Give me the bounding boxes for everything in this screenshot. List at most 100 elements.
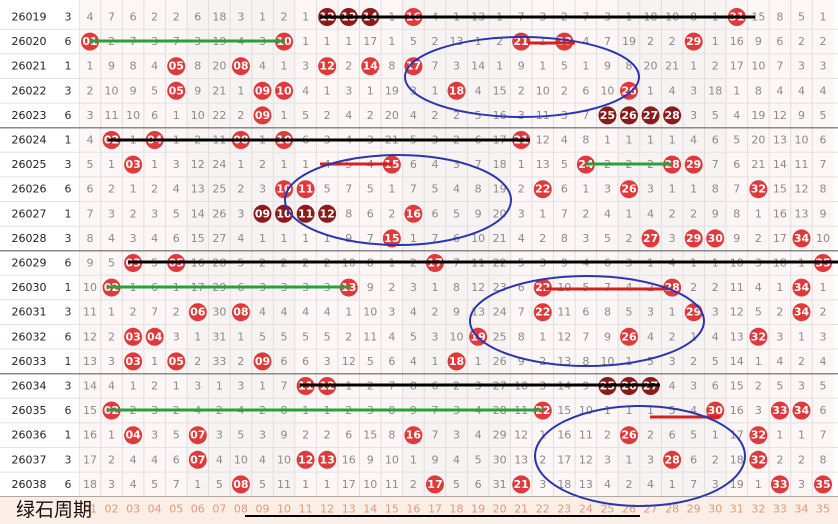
ball-number: 05: [169, 84, 184, 97]
miss-count: 9: [604, 330, 611, 343]
miss-count: 5: [259, 478, 266, 491]
ball-number: 08: [233, 478, 248, 491]
draw-count: 6: [65, 404, 72, 417]
miss-count: 1: [820, 11, 827, 24]
miss-count: 7: [690, 478, 697, 491]
miss-count: 1: [237, 84, 244, 97]
issue: 26023: [12, 109, 47, 122]
miss-count: 7: [518, 306, 525, 319]
miss-count: 1: [194, 330, 201, 343]
miss-count: 1: [539, 60, 546, 73]
miss-count: 4: [820, 84, 827, 97]
footer-number: 06: [191, 503, 205, 516]
miss-count: 10: [277, 453, 291, 466]
miss-count: 2: [776, 453, 783, 466]
ball: [684, 155, 703, 174]
miss-count: 3: [712, 306, 719, 319]
miss-count: 5: [87, 158, 94, 171]
ball-number: 08: [233, 306, 248, 319]
miss-count: 9: [518, 60, 525, 73]
miss-count: 2: [690, 355, 697, 368]
ball-number: 05: [169, 355, 184, 368]
miss-count: 10: [363, 478, 377, 491]
miss-count: 3: [798, 478, 805, 491]
draw-count: 3: [65, 11, 72, 24]
miss-count: 2: [647, 429, 654, 442]
miss-count: 4: [108, 380, 115, 393]
miss-count: 1: [151, 355, 158, 368]
miss-count: 5: [108, 257, 115, 270]
miss-count: 1: [582, 183, 589, 196]
miss-count: 8: [388, 60, 395, 73]
footer-number: 04: [148, 503, 162, 516]
miss-count: 1: [281, 60, 288, 73]
miss-count: 10: [536, 84, 550, 97]
miss-count: 4: [130, 478, 137, 491]
miss-count: 5: [475, 109, 482, 122]
miss-count: 21: [493, 232, 507, 245]
miss-count: 1: [539, 207, 546, 220]
miss-count: 5: [173, 207, 180, 220]
ball: [641, 229, 660, 248]
ball: [749, 180, 768, 199]
miss-count: 20: [385, 109, 399, 122]
ball-number: 26: [621, 84, 637, 97]
miss-count: 3: [108, 478, 115, 491]
miss-count: 9: [194, 84, 201, 97]
miss-count: 2: [539, 453, 546, 466]
miss-count: 1: [582, 60, 589, 73]
miss-count: 3: [604, 183, 611, 196]
ball-number: 21: [514, 478, 529, 491]
miss-count: 2: [518, 183, 525, 196]
miss-count: 9: [604, 60, 611, 73]
miss-count: 6: [87, 183, 94, 196]
miss-count: 2: [561, 84, 568, 97]
miss-count: 1: [539, 429, 546, 442]
miss-count: 6: [345, 429, 352, 442]
issue: 26026: [12, 183, 47, 196]
miss-count: 6: [475, 478, 482, 491]
miss-count: 2: [130, 306, 137, 319]
issue: 26035: [12, 404, 47, 417]
ball: [231, 475, 250, 494]
miss-count: 6: [561, 183, 568, 196]
miss-count: 2: [453, 109, 460, 122]
ball: [231, 303, 250, 322]
miss-count: 2: [669, 207, 676, 220]
miss-count: 18: [557, 478, 571, 491]
miss-count: 10: [234, 453, 248, 466]
miss-count: 2: [237, 183, 244, 196]
miss-count: 9: [518, 355, 525, 368]
miss-count: 5: [367, 355, 374, 368]
miss-count: 24: [493, 306, 507, 319]
miss-count: 1: [302, 232, 309, 245]
miss-count: 2: [388, 207, 395, 220]
miss-count: 6: [820, 134, 827, 147]
miss-count: 5: [561, 158, 568, 171]
miss-count: 5: [216, 478, 223, 491]
footer-number: 30: [708, 503, 722, 516]
miss-count: 3: [151, 207, 158, 220]
miss-count: 2: [87, 84, 94, 97]
miss-count: 3: [108, 355, 115, 368]
miss-count: 5: [259, 330, 266, 343]
footer-number: 10: [277, 503, 291, 516]
miss-count: 6: [388, 355, 395, 368]
miss-count: 2: [237, 109, 244, 122]
miss-count: 7: [561, 207, 568, 220]
issue-column: [0, 0, 58, 524]
miss-count: 18: [212, 11, 226, 24]
ball-number: 14: [363, 60, 379, 73]
miss-count: 14: [191, 207, 205, 220]
miss-count: 1: [798, 330, 805, 343]
ball-number: 27: [643, 232, 658, 245]
ball: [620, 106, 638, 125]
miss-count: 3: [324, 355, 331, 368]
footer-band: [0, 496, 838, 524]
miss-count: 4: [431, 158, 438, 171]
ball-number: 11: [298, 183, 313, 196]
ball-number: 09: [255, 355, 270, 368]
issue: 26033: [12, 355, 47, 368]
miss-count: 3: [453, 429, 460, 442]
miss-count: 3: [431, 330, 438, 343]
